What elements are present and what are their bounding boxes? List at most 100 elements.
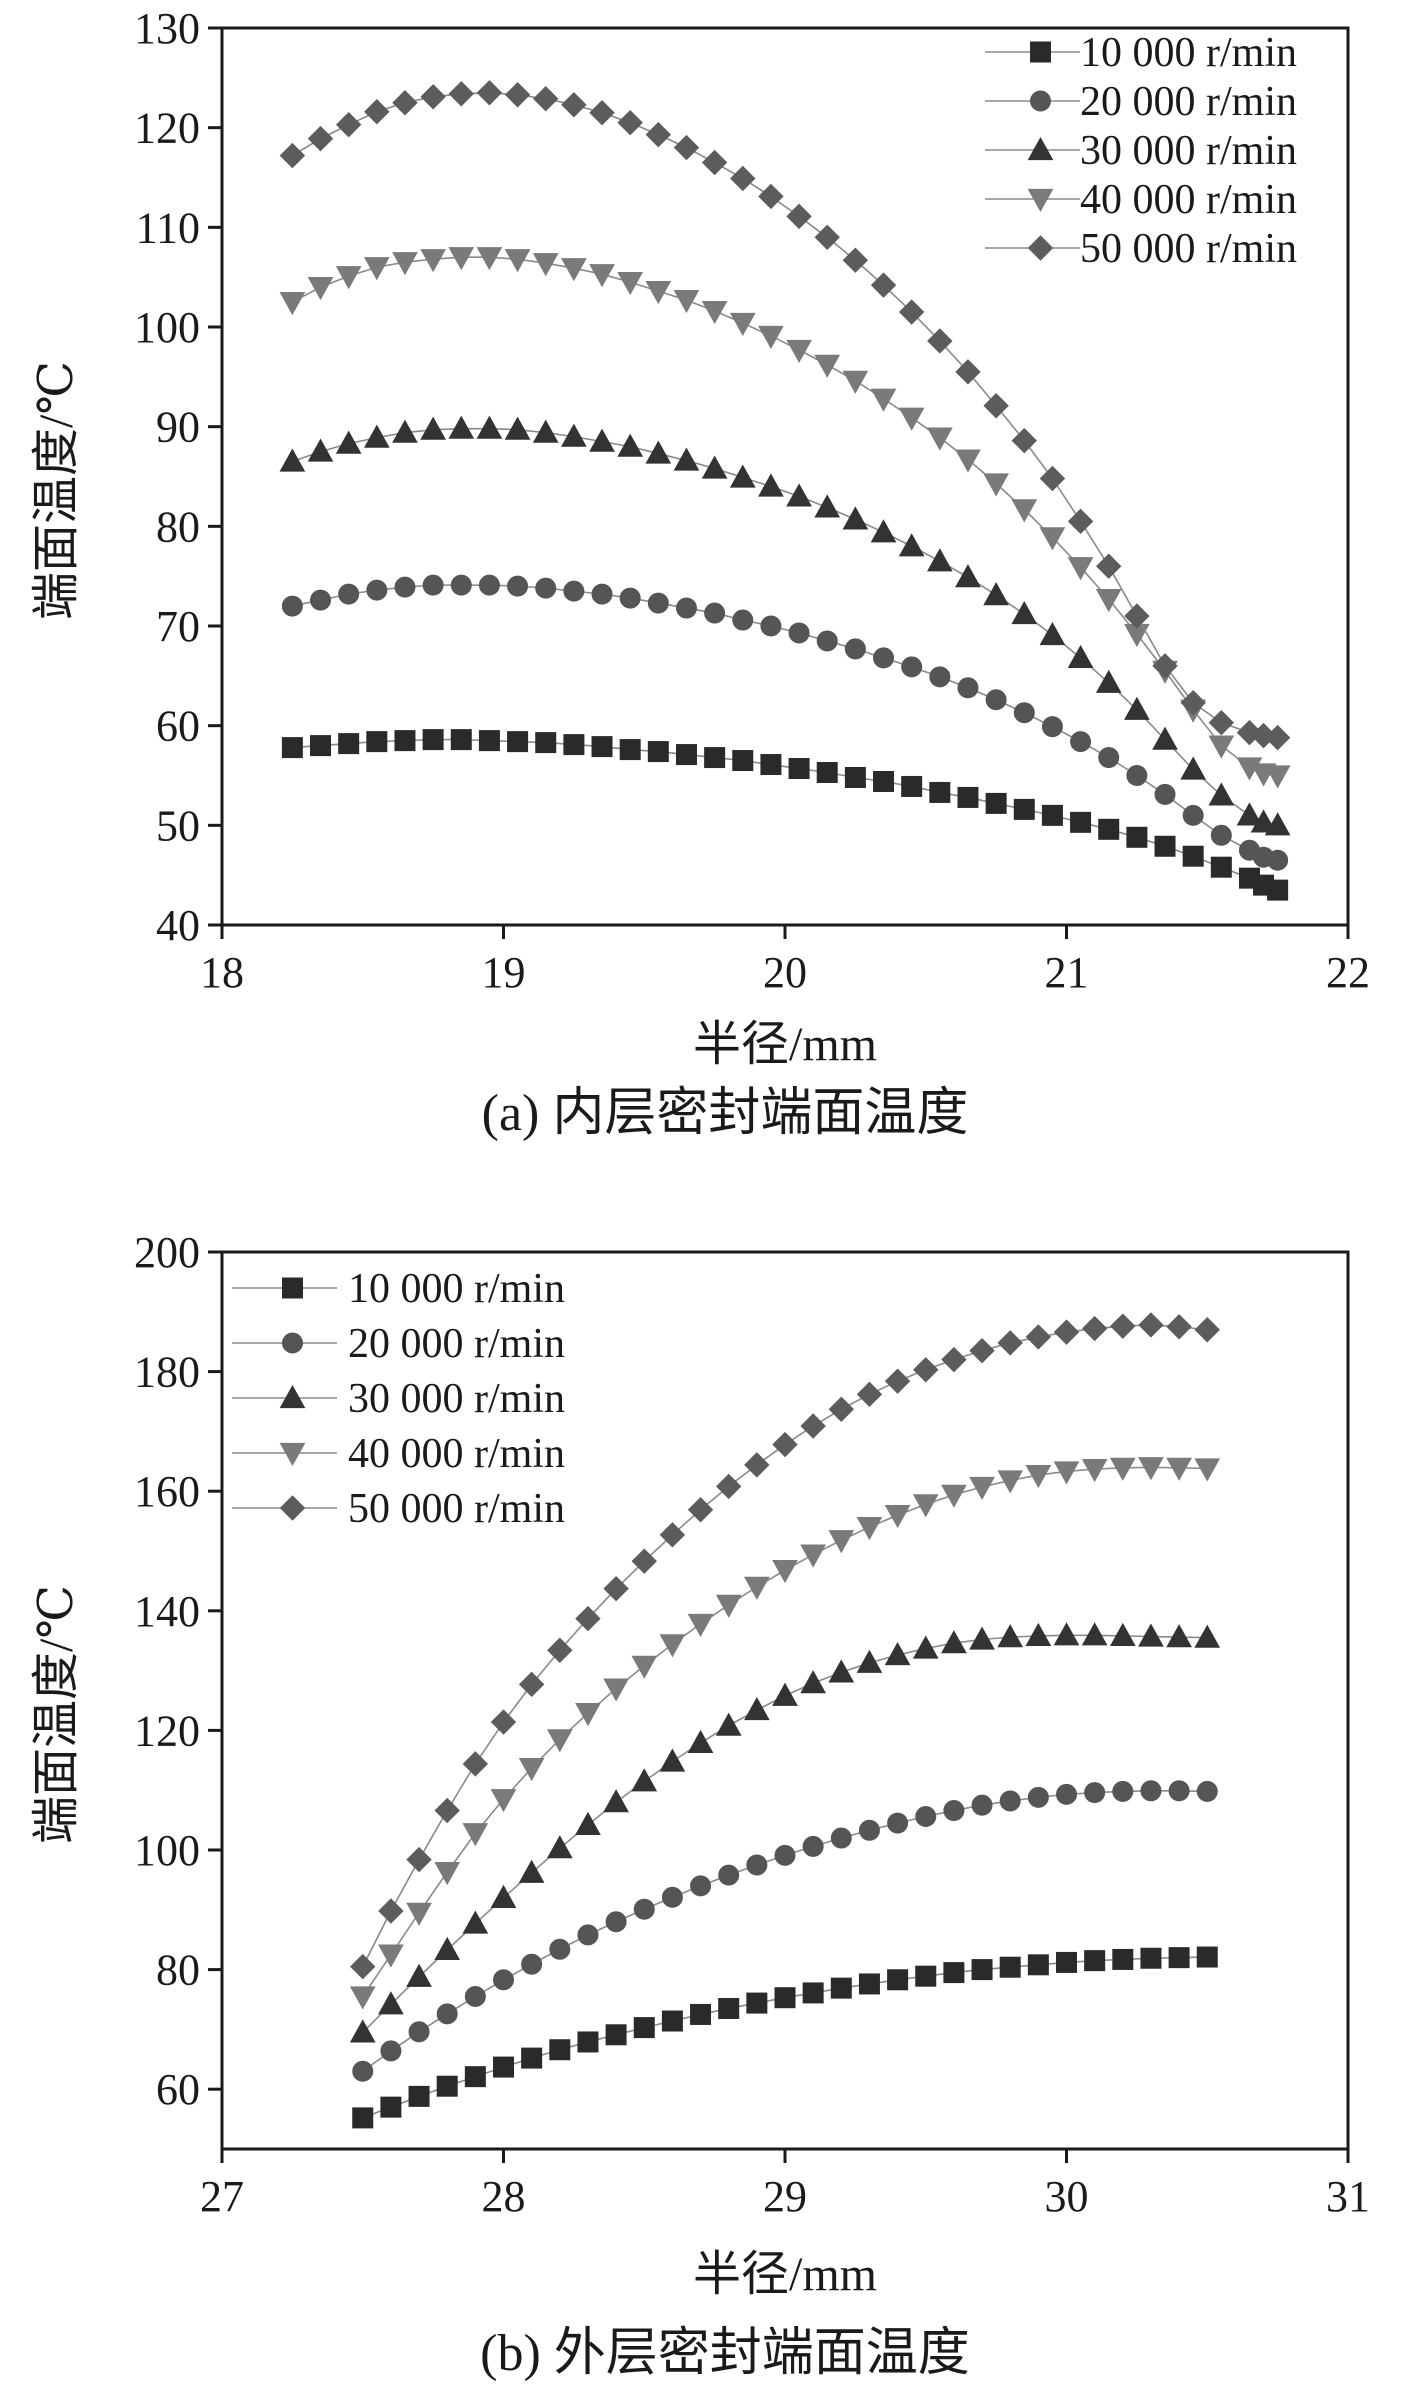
y-tick-label: 130 bbox=[134, 4, 200, 53]
data-point bbox=[1081, 1622, 1108, 1646]
data-point bbox=[955, 359, 981, 385]
data-point bbox=[617, 433, 644, 457]
data-point bbox=[816, 762, 838, 784]
chart-panel-b: 27 28 29 30 31 60 80 100 120 140 160 180 200 半径/mm 端面温… bbox=[30, 1228, 1370, 2382]
panel-caption: (b) 外层密封端面温度 bbox=[480, 2325, 970, 2382]
data-point bbox=[927, 328, 953, 354]
data-point bbox=[788, 758, 810, 780]
legend-marker-circle bbox=[282, 1332, 303, 1354]
data-point bbox=[1098, 747, 1120, 769]
data-point bbox=[1182, 804, 1204, 826]
data-point bbox=[746, 1854, 768, 1876]
data-point bbox=[1095, 588, 1122, 613]
data-point bbox=[1011, 499, 1038, 523]
data-point bbox=[617, 109, 643, 136]
data-point bbox=[955, 564, 981, 588]
data-point bbox=[1025, 1324, 1052, 1350]
data-point bbox=[814, 354, 841, 378]
data-point bbox=[1166, 1624, 1192, 1648]
data-point bbox=[408, 2021, 430, 2043]
data-point bbox=[802, 1982, 824, 2004]
data-point bbox=[462, 1751, 489, 1777]
series-line bbox=[291, 256, 1278, 777]
data-point bbox=[577, 1924, 599, 1946]
data-point bbox=[941, 1630, 967, 1654]
data-point bbox=[926, 548, 953, 572]
data-point bbox=[546, 1729, 573, 1753]
data-point bbox=[772, 1431, 798, 1458]
data-point bbox=[687, 1729, 714, 1754]
data-point bbox=[1138, 1457, 1164, 1481]
data-point bbox=[310, 589, 332, 611]
data-point bbox=[856, 1381, 883, 1408]
data-point bbox=[830, 1827, 852, 1849]
data-point bbox=[378, 1898, 404, 1924]
legend-label: 10 000 r/min bbox=[1080, 30, 1297, 76]
x-tick-label: 27 bbox=[200, 2172, 244, 2221]
data-point bbox=[518, 1671, 545, 1698]
data-point bbox=[366, 731, 388, 753]
data-point bbox=[464, 1986, 486, 2008]
data-point bbox=[490, 1789, 517, 1813]
series-square bbox=[281, 729, 1289, 901]
data-point bbox=[715, 1594, 742, 1618]
data-point bbox=[690, 2003, 712, 2025]
data-point bbox=[349, 1986, 376, 2010]
data-point bbox=[718, 1997, 740, 2019]
data-point bbox=[521, 1953, 543, 1975]
data-point bbox=[422, 574, 444, 596]
data-point bbox=[675, 597, 697, 619]
x-tick-label: 30 bbox=[1045, 2172, 1089, 2221]
data-point bbox=[941, 1484, 967, 1508]
data-point bbox=[563, 734, 585, 756]
series-line bbox=[362, 1956, 1208, 2119]
data-point bbox=[983, 393, 1009, 419]
data-point bbox=[971, 1794, 993, 1816]
data-point bbox=[1194, 1458, 1221, 1482]
data-point bbox=[617, 272, 644, 296]
data-point bbox=[802, 1835, 824, 1857]
data-point bbox=[378, 1944, 404, 1968]
data-point bbox=[955, 449, 981, 473]
data-point bbox=[1084, 1782, 1106, 1804]
data-point bbox=[279, 291, 306, 316]
y-tick-label: 60 bbox=[156, 702, 200, 751]
data-point bbox=[744, 1697, 770, 1721]
data-point bbox=[434, 1862, 461, 1886]
data-point bbox=[884, 1642, 911, 1666]
data-point bbox=[718, 1864, 740, 1886]
data-point bbox=[816, 630, 838, 652]
data-point bbox=[603, 1575, 629, 1602]
data-point bbox=[1098, 818, 1120, 840]
data-point bbox=[619, 739, 641, 761]
data-point bbox=[422, 729, 444, 751]
data-point bbox=[772, 1682, 798, 1706]
data-point bbox=[1267, 879, 1289, 901]
data-point bbox=[856, 1516, 883, 1541]
data-point bbox=[999, 1790, 1021, 1812]
data-point bbox=[561, 258, 587, 282]
legend-label: 50 000 r/min bbox=[348, 1486, 565, 1532]
data-point bbox=[380, 2096, 402, 2118]
data-point bbox=[760, 615, 782, 637]
data-point bbox=[715, 1712, 742, 1736]
data-point bbox=[1084, 1950, 1106, 1972]
data-point bbox=[507, 731, 529, 753]
data-point bbox=[504, 249, 531, 273]
series-diamond bbox=[279, 80, 1291, 751]
data-point bbox=[844, 638, 866, 660]
data-point bbox=[774, 1987, 796, 2009]
data-point bbox=[1154, 783, 1176, 805]
data-point bbox=[999, 1956, 1021, 1978]
data-point bbox=[842, 506, 869, 530]
data-point bbox=[732, 609, 754, 631]
data-point bbox=[1267, 849, 1289, 871]
data-point bbox=[870, 272, 897, 298]
data-point bbox=[1152, 726, 1178, 750]
data-point bbox=[760, 754, 782, 776]
data-point bbox=[504, 82, 531, 108]
data-point bbox=[901, 775, 923, 797]
data-point bbox=[420, 416, 446, 440]
data-point bbox=[715, 1473, 742, 1500]
data-point bbox=[518, 1859, 545, 1883]
